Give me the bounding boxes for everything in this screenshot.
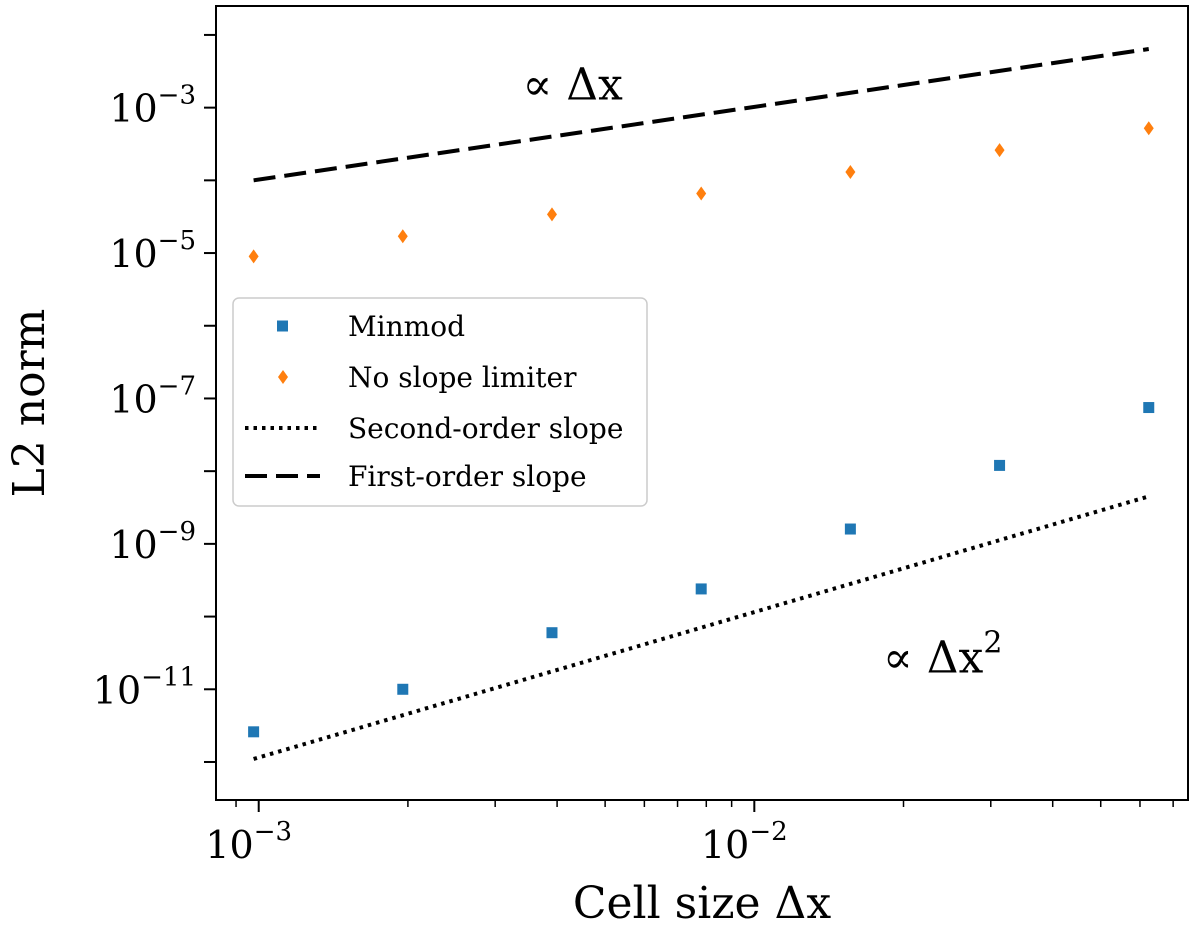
first-order-slope-line bbox=[253, 47, 1150, 183]
minmod-point bbox=[844, 523, 856, 535]
legend-label: First-order slope bbox=[348, 460, 587, 493]
y-tick-label: 10−3 bbox=[109, 81, 196, 131]
plot-area bbox=[248, 47, 1155, 761]
legend-label: Second-order slope bbox=[348, 412, 623, 445]
minmod-point bbox=[1143, 402, 1155, 414]
no-limiter-point bbox=[845, 165, 856, 180]
no-limiter-point bbox=[696, 186, 707, 201]
minmod-point bbox=[695, 583, 707, 595]
minmod-point bbox=[546, 627, 558, 639]
no-limiter-point bbox=[994, 143, 1005, 158]
x-axis-label: Cell size Δx bbox=[573, 878, 831, 929]
minmod-point bbox=[248, 726, 260, 738]
annotation-label: ∝ Δx bbox=[522, 59, 623, 110]
y-tick-label: 10−11 bbox=[93, 662, 196, 712]
legend-box bbox=[232, 297, 648, 507]
minmod-point bbox=[397, 683, 409, 695]
legend-label: No slope limiter bbox=[348, 361, 577, 394]
no-limiter-point bbox=[397, 229, 408, 244]
annotation-label: ∝ Δx2 bbox=[883, 626, 1002, 684]
no-limiter-point bbox=[546, 207, 557, 222]
plot-frame bbox=[215, 5, 1189, 801]
y-tick-label: 10−5 bbox=[109, 226, 196, 276]
no-limiter-point bbox=[248, 249, 259, 264]
legend-no-limiter-marker bbox=[278, 370, 288, 384]
y-axis-label: L2 norm bbox=[4, 309, 55, 498]
x-tick-label: 10−3 bbox=[205, 817, 292, 867]
legend: Minmod No slope limiter Second-order slope… bbox=[232, 297, 648, 507]
x-tick-label: 10−2 bbox=[701, 817, 788, 867]
y-tick-label: 10−7 bbox=[109, 371, 196, 421]
minmod-point bbox=[994, 459, 1006, 471]
legend-minmod-marker bbox=[277, 320, 288, 332]
legend-label: Minmod bbox=[348, 310, 465, 343]
no-limiter-point bbox=[1143, 121, 1154, 136]
second-order-slope-line bbox=[253, 494, 1150, 761]
y-tick-label: 10−9 bbox=[109, 517, 196, 567]
